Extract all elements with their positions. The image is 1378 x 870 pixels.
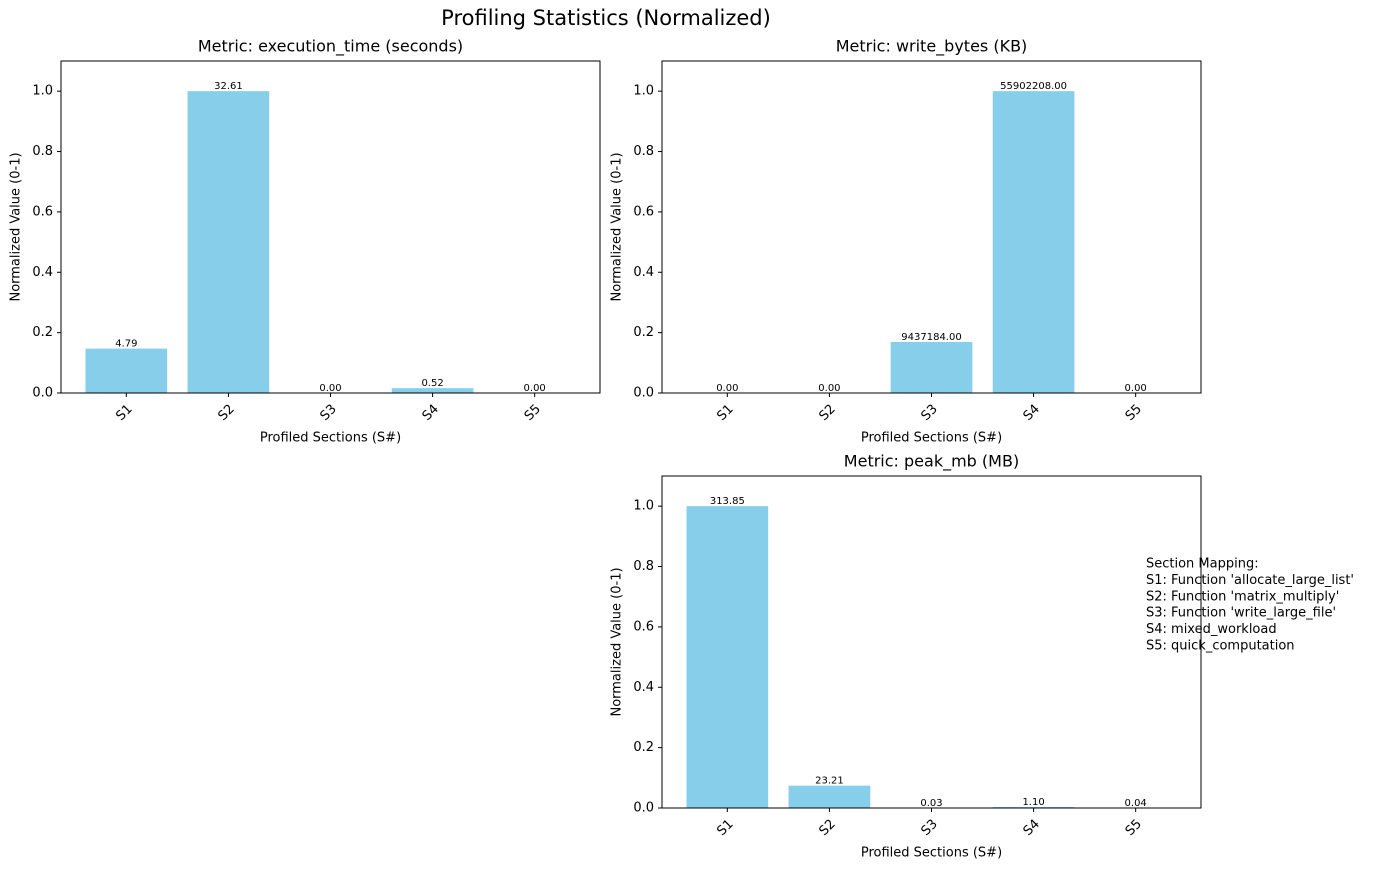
- y-tick-label: 0.4: [633, 680, 654, 695]
- y-axis-label: Normalized Value (0-1): [610, 152, 625, 301]
- bar: [890, 341, 973, 393]
- x-tick-label: S3: [318, 402, 340, 424]
- bar-label: 0.52: [421, 378, 443, 389]
- bar-label: 0.04: [1125, 798, 1147, 809]
- x-tick-label: S4: [420, 402, 442, 424]
- bar-label: 32.61: [214, 81, 243, 92]
- x-axis-label: Profiled Sections (S#): [260, 431, 401, 446]
- x-tick-label: S2: [215, 402, 237, 424]
- annotation-line: S3: Function 'write_large_file': [1146, 606, 1336, 621]
- y-axis-label: Normalized Value (0-1): [610, 567, 625, 716]
- bar: [85, 348, 168, 393]
- bar: [788, 785, 871, 808]
- x-tick-label: S3: [919, 402, 941, 424]
- y-tick-label: 0.2: [633, 325, 654, 340]
- y-tick-label: 1.0: [633, 499, 654, 514]
- chart-title: Metric: peak_mb (MB): [844, 452, 1019, 472]
- y-axis-label: Normalized Value (0-1): [9, 152, 24, 301]
- bar-label: 1.10: [1022, 797, 1044, 808]
- y-tick-label: 1.0: [633, 84, 654, 99]
- x-tick-label: S1: [113, 402, 135, 424]
- chart-title: Metric: execution_time (seconds): [198, 37, 463, 57]
- annotation-line: S4: mixed_workload: [1146, 622, 1277, 637]
- y-tick-label: 0.0: [32, 386, 53, 401]
- bar: [992, 91, 1075, 393]
- y-tick-label: 0.2: [32, 325, 53, 340]
- x-tick-label: S5: [1123, 817, 1145, 839]
- y-tick-label: 0.6: [32, 204, 53, 219]
- y-tick-label: 0.8: [633, 559, 654, 574]
- x-tick-label: S3: [919, 817, 941, 839]
- figure-title: Profiling Statistics (Normalized): [441, 6, 771, 30]
- x-tick-label: S4: [1021, 817, 1043, 839]
- bar-label: 9437184.00: [901, 332, 961, 343]
- y-tick-label: 0.2: [633, 740, 654, 755]
- annotation-line: S2: Function 'matrix_multiply': [1146, 589, 1339, 604]
- annotation-line: S5: quick_computation: [1146, 639, 1295, 654]
- bar-label: 55902208.00: [1000, 81, 1067, 92]
- x-axis-label: Profiled Sections (S#): [861, 846, 1002, 861]
- chart-title: Metric: write_bytes (KB): [836, 37, 1028, 57]
- x-tick-label: S5: [1123, 402, 1145, 424]
- bar-label: 0.00: [319, 383, 341, 394]
- y-tick-label: 0.4: [32, 265, 53, 280]
- bar-label: 313.85: [710, 496, 745, 507]
- plot-frame: [661, 60, 1202, 394]
- bar-label: 23.21: [815, 776, 844, 787]
- bar-label: 0.00: [524, 383, 546, 394]
- plot-frame: [661, 475, 1202, 809]
- annotation-line: Section Mapping:: [1146, 557, 1259, 572]
- y-tick-label: 1.0: [32, 84, 53, 99]
- bar-label: 0.00: [818, 383, 840, 394]
- y-tick-label: 0.6: [633, 204, 654, 219]
- bar-label: 0.03: [920, 798, 942, 809]
- y-tick-label: 0.0: [633, 386, 654, 401]
- plot-frame: [60, 60, 601, 394]
- y-tick-label: 0.6: [633, 619, 654, 634]
- x-axis-label: Profiled Sections (S#): [861, 431, 1002, 446]
- annotation-line: S1: Function 'allocate_large_list': [1146, 573, 1354, 588]
- bar: [187, 91, 270, 393]
- x-tick-label: S5: [522, 402, 544, 424]
- x-tick-label: S1: [714, 402, 736, 424]
- y-tick-label: 0.4: [633, 265, 654, 280]
- y-tick-label: 0.8: [32, 144, 53, 159]
- bar-label: 4.79: [115, 339, 137, 350]
- x-tick-label: S2: [816, 817, 838, 839]
- x-tick-label: S1: [714, 817, 736, 839]
- bar: [686, 506, 769, 808]
- x-tick-label: S4: [1021, 402, 1043, 424]
- y-tick-label: 0.8: [633, 144, 654, 159]
- x-tick-label: S2: [816, 402, 838, 424]
- bar-label: 0.00: [1125, 383, 1147, 394]
- bar-label: 0.00: [716, 383, 738, 394]
- bar: [391, 388, 474, 393]
- y-tick-label: 0.0: [633, 801, 654, 816]
